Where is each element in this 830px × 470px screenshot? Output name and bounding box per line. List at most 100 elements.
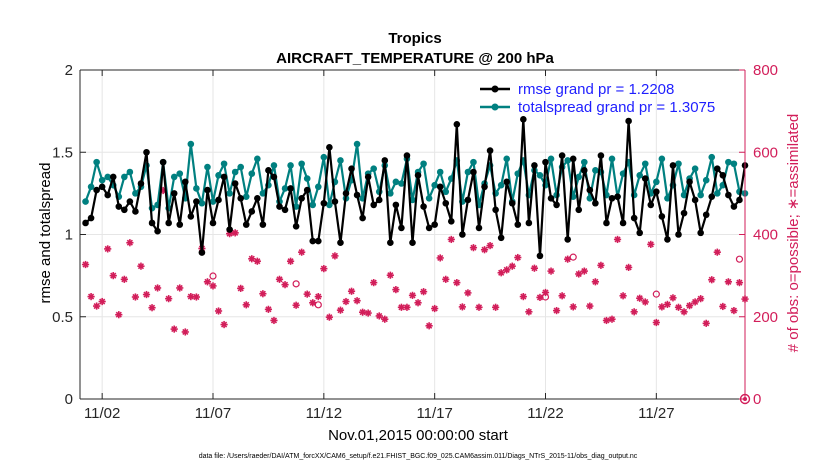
obs-assimilated-point [93, 302, 101, 310]
obs-assimilated-point [586, 302, 594, 310]
rmse-point [492, 206, 499, 214]
totalspread-point [697, 191, 704, 199]
rmse-point [109, 173, 117, 181]
obs-assimilated-point [575, 270, 583, 278]
rmse-point [569, 155, 577, 163]
rmse-point [398, 224, 405, 232]
y-tick-label-right: 200 [753, 309, 778, 326]
obs-assimilated-point [713, 248, 721, 256]
rmse-point [708, 193, 716, 200]
rmse-point [553, 201, 560, 209]
rmse-point [597, 152, 605, 159]
axes [79, 69, 746, 400]
obs-assimilated-point [270, 316, 278, 325]
totalspread-point [259, 190, 267, 197]
obs-assimilated-point [314, 292, 322, 301]
obs-possible-point [314, 301, 322, 309]
obs-count-markers [81, 186, 751, 405]
rmse-point [226, 226, 233, 233]
obs-assimilated-point [104, 245, 112, 253]
totalspread-point [420, 160, 427, 168]
obs-assimilated-point [613, 235, 622, 244]
rmse-point [287, 185, 294, 192]
obs-possible-point [209, 272, 217, 280]
rmse-point [575, 206, 583, 214]
totalspread-point [254, 155, 261, 163]
tick-labels: 11/02 11/07 11/12 11/17 11/22 11/2700.511.520… [52, 62, 778, 422]
rmse-point [87, 214, 95, 222]
totalspread-point [132, 190, 139, 197]
totalspread-point [691, 165, 699, 172]
rmse-point [725, 191, 732, 199]
rmse-point [636, 229, 644, 237]
obs-assimilated-point [669, 294, 677, 302]
obs-assimilated-point [392, 286, 400, 294]
totalspread-point [470, 158, 477, 166]
rmse-point [542, 158, 549, 166]
obs-assimilated-point [264, 305, 273, 313]
totalspread-point [231, 168, 239, 176]
rmse-point [387, 239, 394, 247]
totalspread-point [398, 180, 405, 187]
rmse-point [592, 199, 599, 207]
obs-assimilated-point [148, 304, 156, 312]
rmse-point [364, 173, 372, 181]
x-tick-label: 11/22 [527, 405, 563, 422]
rmse-point [503, 178, 511, 186]
rmse-point [481, 183, 488, 191]
totalspread-point [464, 168, 472, 176]
obs-assimilated-point [719, 302, 727, 311]
rmse-point [392, 201, 400, 209]
rmse-point [630, 214, 638, 222]
rmse-point [475, 224, 483, 232]
totalspread-point [226, 190, 233, 197]
rmse-point [348, 165, 355, 172]
rmse-point [104, 191, 112, 199]
rmse-point [265, 167, 272, 174]
totalspread-point [425, 195, 433, 202]
obs-assimilated-point [292, 301, 300, 309]
totalspread-point [209, 198, 217, 205]
obs-assimilated-point [580, 267, 588, 275]
obs-assimilated-point [674, 303, 683, 311]
rmse-point [658, 213, 666, 220]
totalspread-point [87, 183, 95, 191]
rmse-point [497, 234, 505, 242]
totalspread-point [204, 163, 211, 171]
rmse-point [520, 116, 527, 123]
totalspread-point [314, 183, 322, 191]
y-tick-label-right: 0 [753, 391, 761, 408]
totalspread-point [658, 155, 666, 163]
obs-assimilated-point [492, 303, 500, 311]
rmse-point [447, 218, 455, 225]
obs-possible-point [735, 255, 744, 263]
rmse-series [82, 116, 749, 260]
rmse-point [525, 219, 533, 227]
obs-assimilated-point [137, 262, 145, 270]
obs-assimilated-point [259, 290, 267, 298]
rmse-point [215, 196, 222, 204]
rmse-point [459, 231, 466, 238]
totalspread-point [547, 155, 555, 163]
obs-assimilated-point [342, 297, 350, 306]
totalspread-point [725, 158, 732, 166]
totalspread-point [564, 157, 571, 164]
obs-assimilated-point [81, 260, 90, 269]
y-axis-right-label: # of obs: o=possible; ∗=assimilated [785, 114, 802, 353]
x-axis-label: Nov.01,2015 00:00:00 start [328, 427, 509, 444]
obs-assimilated-point [735, 279, 744, 287]
totalspread-point [680, 191, 688, 199]
totalspread-point [503, 155, 511, 163]
obs-assimilated-point [680, 308, 688, 316]
obs-assimilated-point [691, 298, 699, 306]
rmse-point [664, 236, 671, 243]
rmse-point [669, 162, 677, 169]
obs-assimilated-point [248, 255, 256, 263]
obs-assimilated-point [558, 292, 566, 300]
totalspread-point [608, 155, 616, 163]
rmse-point [204, 186, 211, 194]
obs-assimilated-point [298, 248, 306, 256]
rmse-point [686, 178, 693, 186]
